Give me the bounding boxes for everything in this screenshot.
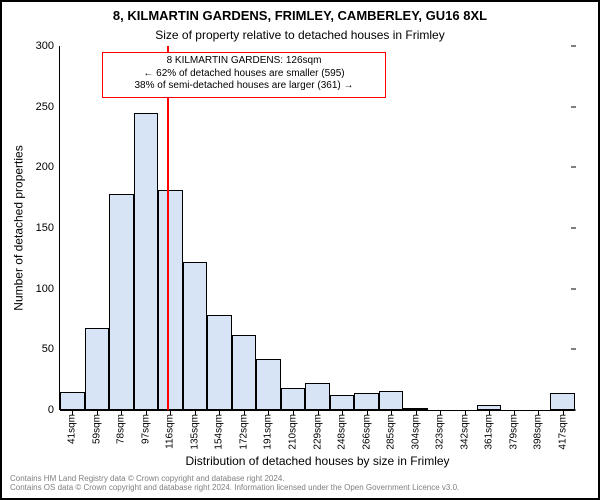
footer-text: Contains HM Land Registry data © Crown c… — [10, 474, 590, 492]
footer-line: Contains HM Land Registry data © Crown c… — [10, 474, 590, 483]
x-tick-label: 323sqm — [435, 414, 446, 450]
x-tick-label: 379sqm — [508, 414, 519, 450]
x-tick-label: 210sqm — [287, 414, 298, 450]
y-tick-mark — [571, 167, 576, 168]
x-tick-label: 266sqm — [361, 414, 372, 450]
bar — [183, 262, 208, 410]
bar — [379, 391, 404, 410]
y-axis-label: Number of detached properties — [12, 46, 26, 410]
chart-container: 8, KILMARTIN GARDENS, FRIMLEY, CAMBERLEY… — [0, 0, 600, 500]
chart-title-sub: Size of property relative to detached ho… — [2, 28, 598, 42]
y-tick-label: 50 — [42, 343, 60, 355]
annotation-line: 38% of semi-detached houses are larger (… — [107, 80, 381, 93]
y-tick-mark — [571, 228, 576, 229]
bar — [134, 113, 159, 410]
x-tick-label: 191sqm — [263, 414, 274, 450]
x-tick-label: 361sqm — [484, 414, 495, 450]
footer-line: Contains OS data © Crown copyright and d… — [10, 483, 590, 492]
x-tick-label: 97sqm — [140, 414, 151, 444]
bar — [330, 395, 355, 410]
bar — [109, 194, 134, 410]
plot-area: 8 KILMARTIN GARDENS: 126sqm← 62% of deta… — [60, 46, 575, 410]
bar — [550, 393, 575, 410]
x-tick-label: 135sqm — [189, 414, 200, 450]
x-tick-label: 304sqm — [410, 414, 421, 450]
y-tick-mark — [571, 349, 576, 350]
x-tick-label: 116sqm — [165, 414, 176, 449]
y-tick-label: 0 — [48, 404, 60, 416]
bar — [305, 383, 330, 410]
x-tick-label: 248sqm — [337, 414, 348, 450]
bar — [85, 328, 110, 411]
x-tick-label: 154sqm — [214, 414, 225, 450]
y-tick-label: 250 — [36, 101, 60, 113]
x-tick-label: 342sqm — [459, 414, 470, 450]
bar — [232, 335, 257, 410]
bar — [281, 388, 306, 410]
y-tick-mark — [571, 410, 576, 411]
x-tick-label: 229sqm — [312, 414, 323, 450]
bar — [256, 359, 281, 410]
bars-group — [60, 46, 575, 410]
y-tick-label: 300 — [36, 40, 60, 52]
reference-line — [167, 46, 169, 410]
y-tick-mark — [571, 46, 576, 47]
annotation-line: ← 62% of detached houses are smaller (59… — [107, 68, 381, 81]
annotation-line: 8 KILMARTIN GARDENS: 126sqm — [107, 55, 381, 68]
x-tick-label: 398sqm — [533, 414, 544, 450]
y-tick-mark — [571, 106, 576, 107]
bar — [158, 190, 183, 410]
x-tick-label: 59sqm — [91, 414, 102, 444]
bar — [207, 315, 232, 410]
bar — [60, 392, 85, 410]
x-tick-label: 417sqm — [557, 414, 568, 450]
x-axis-label: Distribution of detached houses by size … — [60, 454, 575, 468]
x-tick-label: 285sqm — [386, 414, 397, 450]
y-tick-label: 100 — [36, 283, 60, 295]
x-tick-label: 172sqm — [238, 414, 249, 450]
bar — [354, 393, 379, 410]
x-tick-label: 41sqm — [67, 414, 78, 444]
y-tick-label: 200 — [36, 161, 60, 173]
annotation-box: 8 KILMARTIN GARDENS: 126sqm← 62% of deta… — [102, 52, 386, 98]
y-tick-label: 150 — [36, 222, 60, 234]
x-tick-label: 78sqm — [116, 414, 127, 444]
chart-title-main: 8, KILMARTIN GARDENS, FRIMLEY, CAMBERLEY… — [2, 8, 598, 23]
y-tick-mark — [571, 288, 576, 289]
